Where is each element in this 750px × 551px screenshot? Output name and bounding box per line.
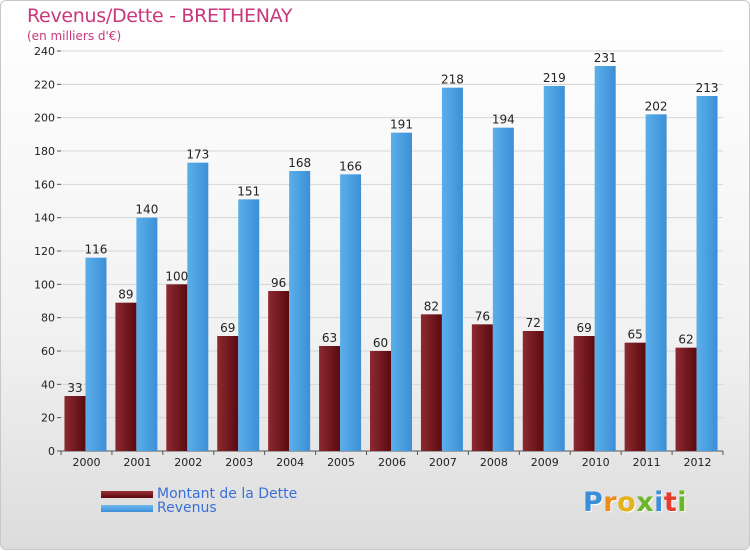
x-tick-label: 2005 (327, 456, 355, 469)
x-tick-label: 2004 (276, 456, 304, 469)
data-label-revenus: 140 (135, 203, 158, 217)
data-label-revenus: 218 (441, 73, 464, 87)
x-tick-label: 2002 (174, 456, 202, 469)
data-label-revenus: 168 (288, 156, 311, 170)
data-label-dette: 76 (475, 309, 490, 323)
bar-revenus (441, 87, 463, 452)
logo-letter: i (654, 487, 664, 518)
bar-dette (268, 291, 290, 451)
x-tick-label: 2012 (684, 456, 712, 469)
x-tick-label: 2007 (429, 456, 457, 469)
data-labels: 33 116 89 140 100 173 69 151 96 168 63 166 60 191 82 21… (67, 51, 718, 395)
bar-dette (64, 396, 86, 451)
data-label-revenus: 202 (645, 99, 668, 113)
data-label-dette: 72 (526, 316, 541, 330)
data-label-dette: 33 (67, 381, 82, 395)
x-tick-label: 2010 (582, 456, 610, 469)
y-tick-label: 160 (34, 178, 55, 191)
bar-revenus (696, 96, 718, 451)
proxiti-logo: Proxiti (583, 487, 687, 518)
legend-label-revenus: Revenus (157, 500, 217, 516)
y-tick-label: 200 (34, 112, 55, 125)
y-tick-label: 240 (34, 45, 55, 58)
bar-revenus (238, 199, 260, 451)
bar-dette (522, 331, 544, 451)
bar-dette (471, 324, 493, 451)
data-label-revenus: 151 (237, 184, 260, 198)
y-tick-label: 20 (41, 412, 55, 425)
bar-revenus (645, 114, 667, 451)
y-tick-label: 40 (41, 378, 55, 391)
bar-revenus (289, 171, 311, 451)
y-tick-label: 60 (41, 345, 55, 358)
logo-letter: i (677, 487, 688, 518)
y-tick-label: 80 (41, 312, 55, 325)
logo-letter: x (636, 487, 655, 518)
x-tick-label: 2006 (378, 456, 406, 469)
y-tick-label: 120 (34, 245, 55, 258)
bar-revenus (187, 162, 209, 451)
y-axis: 0 20 40 60 80 100 120 140 160 180 200 220 240 (34, 45, 55, 458)
y-tick-label: 180 (34, 145, 55, 158)
y-tick-label: 140 (34, 212, 55, 225)
bar-dette (370, 351, 391, 451)
bar-revenus (391, 132, 412, 451)
logo-letter: r (603, 487, 618, 518)
y-tick-label: 0 (48, 445, 55, 458)
data-label-revenus: 231 (594, 51, 617, 65)
bar-revenus (492, 127, 514, 452)
x-axis: 2000 2001 2002 2003 2004 2005 2006 2007 2008 2009… (60, 451, 724, 469)
data-label-dette: 89 (118, 288, 133, 302)
x-tick-label: 2003 (225, 456, 253, 469)
data-label-revenus: 116 (85, 243, 108, 257)
data-label-dette: 96 (271, 276, 286, 290)
logo-letter: t (663, 487, 678, 518)
x-tick-label: 2000 (72, 456, 100, 469)
data-label-dette: 63 (322, 331, 337, 345)
y-tick-label: 100 (34, 278, 55, 291)
bar-revenus (85, 257, 107, 451)
bars (64, 66, 718, 452)
data-label-dette: 69 (577, 321, 592, 335)
legend-swatch-revenus (101, 505, 153, 512)
data-label-revenus: 194 (492, 113, 515, 127)
bar-dette (420, 314, 442, 451)
data-label-dette: 60 (373, 336, 388, 350)
x-tick-label: 2008 (480, 456, 508, 469)
bar-dette (319, 346, 341, 451)
data-label-revenus: 173 (186, 148, 209, 162)
data-label-dette: 69 (220, 321, 235, 335)
data-label-revenus: 191 (390, 118, 413, 132)
x-tick-label: 2009 (531, 456, 559, 469)
data-label-dette: 65 (627, 328, 642, 342)
bar-dette (675, 347, 697, 451)
bar-dette (573, 336, 595, 451)
bar-revenus (543, 86, 565, 451)
data-label-revenus: 213 (696, 81, 719, 95)
bar-revenus (340, 174, 362, 452)
data-label-dette: 62 (678, 333, 693, 347)
data-label-dette: 100 (165, 269, 188, 283)
bar-revenus (594, 66, 616, 451)
data-label-dette: 82 (424, 299, 439, 313)
bar-dette (624, 342, 646, 451)
logo-letter: o (617, 487, 637, 518)
bar-dette (217, 336, 239, 451)
bar-dette (115, 302, 137, 451)
x-tick-label: 2011 (633, 456, 661, 469)
x-tick-label: 2001 (123, 456, 151, 469)
logo-letter: P (583, 487, 604, 518)
legend-swatch-dette (101, 491, 153, 498)
bar-revenus (136, 217, 158, 451)
data-label-revenus: 219 (543, 71, 566, 85)
bar-dette (166, 284, 188, 451)
chart-title: Revenus/Dette - BRETHENAY (27, 5, 293, 27)
data-label-revenus: 166 (339, 159, 362, 173)
y-tick-label: 220 (34, 78, 55, 91)
chart-subtitle: (en milliers d'€) (27, 29, 122, 43)
legend-label-dette: Montant de la Dette (157, 486, 298, 502)
